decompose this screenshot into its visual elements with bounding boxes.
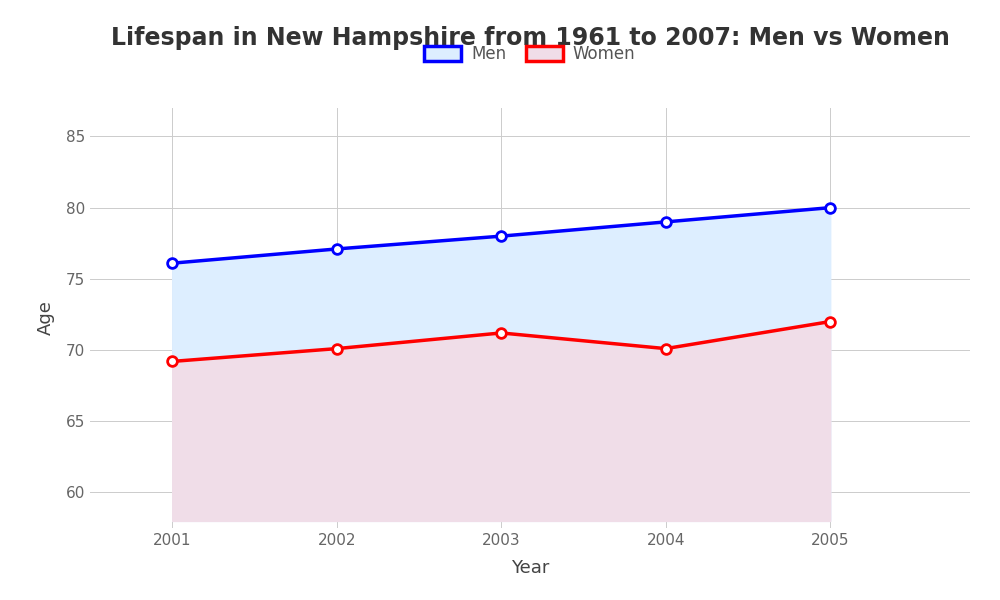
- Legend: Men, Women: Men, Women: [424, 45, 636, 63]
- Y-axis label: Age: Age: [37, 301, 55, 335]
- Title: Lifespan in New Hampshire from 1961 to 2007: Men vs Women: Lifespan in New Hampshire from 1961 to 2…: [111, 26, 949, 50]
- X-axis label: Year: Year: [511, 559, 549, 577]
